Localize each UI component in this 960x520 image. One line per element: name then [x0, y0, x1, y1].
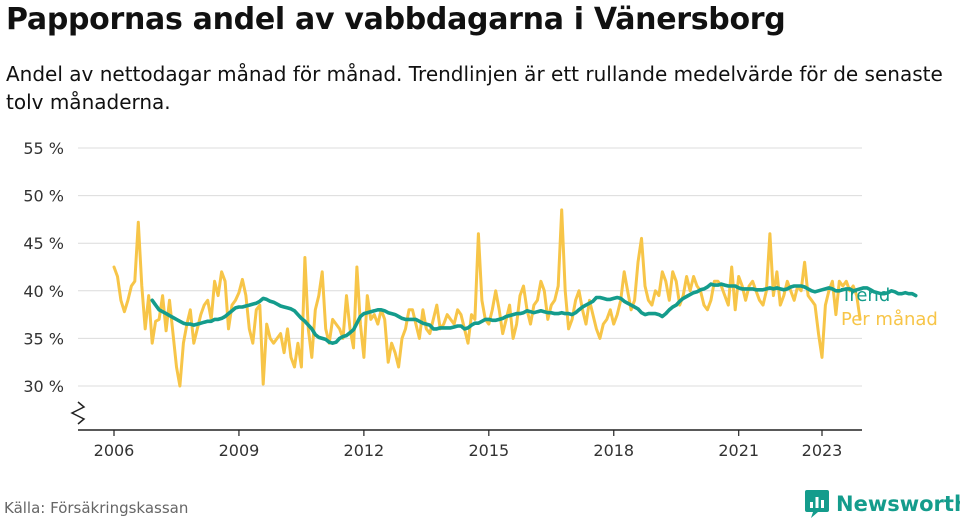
- x-tick-label: 2009: [219, 441, 260, 460]
- y-tick-label: 45 %: [23, 234, 64, 253]
- source-note: Källa: Försäkringskassan: [4, 499, 189, 517]
- chart-title: Pappornas andel av vabbdagarna i Vänersb…: [6, 2, 786, 37]
- legend-label-per-manad: Per månad: [841, 309, 938, 330]
- axis-break-icon: [70, 401, 86, 425]
- y-tick-label: 30 %: [23, 377, 64, 396]
- x-tick-label: 2021: [718, 441, 759, 460]
- y-tick-label: 40 %: [23, 282, 64, 301]
- series-line-per-manad: [112, 208, 862, 388]
- y-tick-label: 35 %: [23, 329, 64, 348]
- x-tick-label: 2012: [344, 441, 385, 460]
- x-tick-label: 2023: [802, 441, 843, 460]
- plot-area: [112, 208, 918, 388]
- x-tick-label: 2006: [94, 441, 135, 460]
- legend-label-trend: Trend: [840, 285, 890, 306]
- newsworthy-logo-icon: [805, 490, 829, 518]
- series-line-trend: [150, 282, 918, 346]
- y-tick-label: 55 %: [23, 139, 64, 158]
- x-axis: 2006 2009 2012 2015 2018 2021 2023: [70, 401, 862, 460]
- y-tick-label: 50 %: [23, 187, 64, 206]
- chart-subtitle: Andel av nettodagar månad för månad. Tre…: [6, 62, 943, 114]
- brand-logo[interactable]: Newsworthy: [804, 488, 960, 520]
- brand-name: Newsworthy: [836, 492, 960, 516]
- legend: Per månad Trend: [840, 285, 938, 330]
- x-tick-label: 2015: [468, 441, 509, 460]
- grid-lines: [78, 147, 862, 387]
- y-axis: 30 % 35 % 40 % 45 % 50 % 55 %: [23, 139, 64, 396]
- x-tick-label: 2018: [593, 441, 634, 460]
